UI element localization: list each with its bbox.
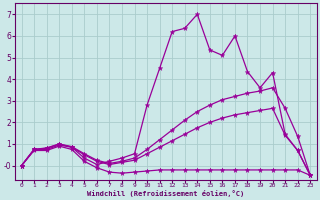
X-axis label: Windchill (Refroidissement éolien,°C): Windchill (Refroidissement éolien,°C) [87, 190, 244, 197]
